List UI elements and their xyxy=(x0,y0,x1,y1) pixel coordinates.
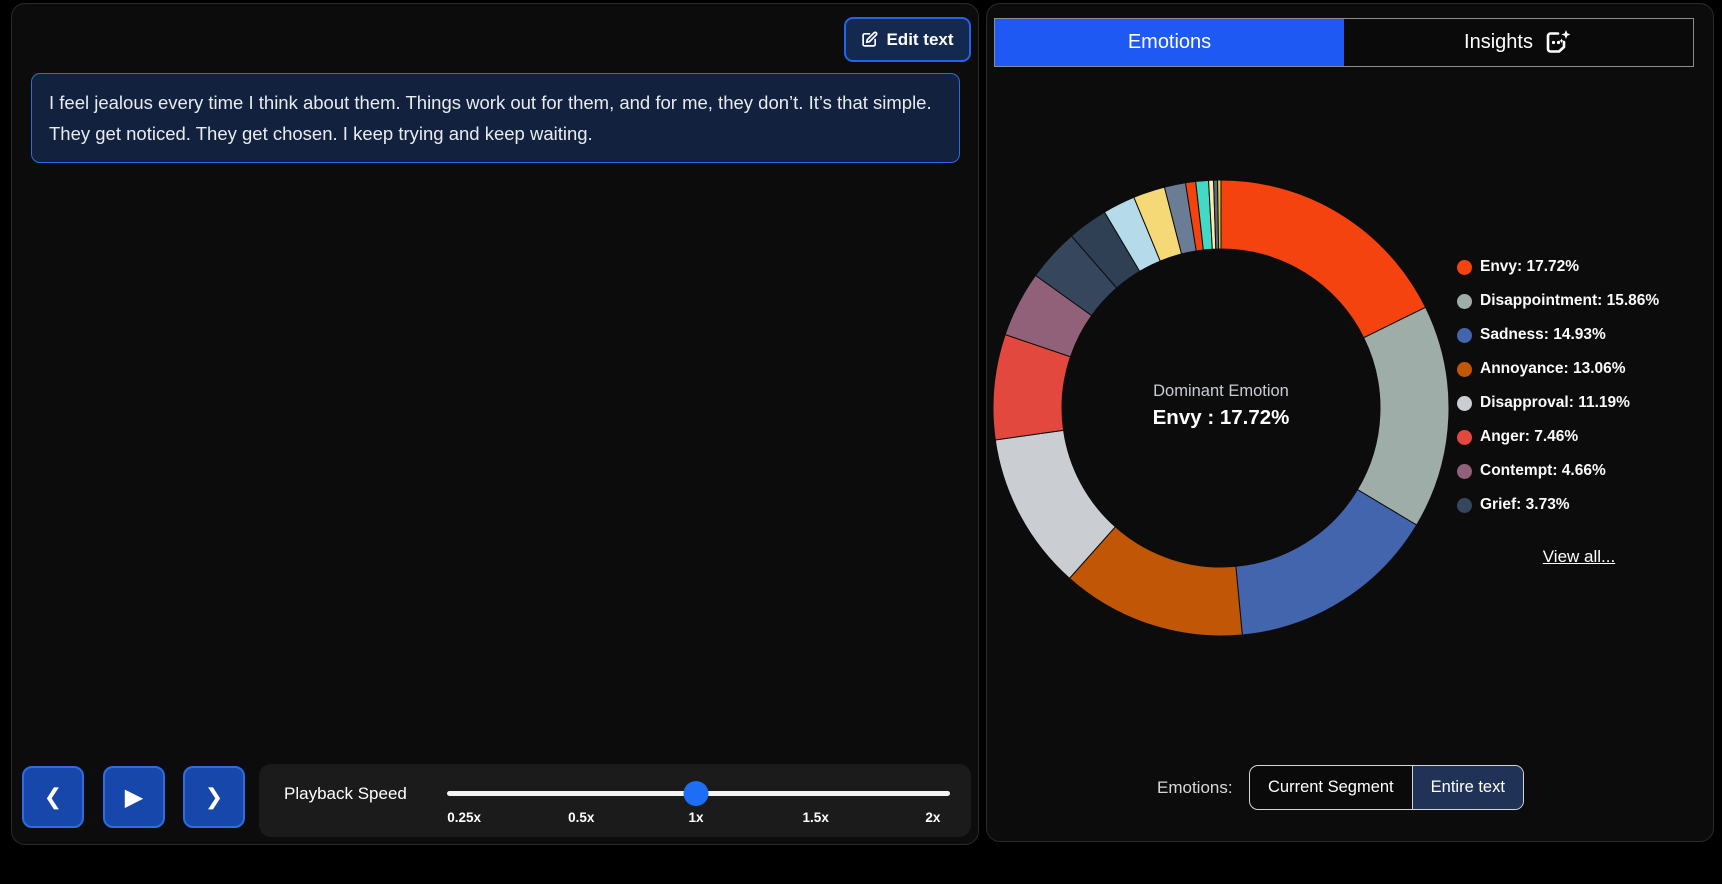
tab-insights-label: Insights xyxy=(1464,31,1533,53)
edit-text-label: Edit text xyxy=(886,29,954,49)
legend-item-grief: Grief: 3.73% xyxy=(1457,488,1659,522)
legend-label: Disapproval: 11.19% xyxy=(1480,394,1630,411)
speed-tick-1.5x[interactable]: 1.5x xyxy=(802,810,829,825)
legend-dot xyxy=(1457,327,1472,343)
tab-insights[interactable]: Insights xyxy=(1344,19,1693,66)
legend-label: Contempt: 4.66% xyxy=(1480,462,1606,479)
analysis-panel: Emotions Insights xyxy=(986,3,1714,842)
tab-emotions-label: Emotions xyxy=(1127,31,1212,53)
next-segment-button[interactable]: ❯ xyxy=(183,766,245,828)
play-button[interactable]: ▶ xyxy=(103,766,165,828)
donut-segment-Disappointment[interactable] xyxy=(1356,306,1450,526)
legend-item-sadness: Sadness: 14.93% xyxy=(1457,318,1659,352)
transcript-panel: Edit text I feel jealous every time I th… xyxy=(11,3,979,845)
edit-pencil-icon xyxy=(861,31,878,48)
view-all-link[interactable]: View all... xyxy=(1542,547,1616,566)
playback-speed-thumb[interactable] xyxy=(683,781,709,806)
playback-speed-label: Playback Speed xyxy=(284,784,407,803)
legend-item-disappointment: Disappointment: 15.86% xyxy=(1457,284,1659,318)
tab-emotions[interactable]: Emotions xyxy=(995,19,1344,66)
playback-speed-slider[interactable] xyxy=(447,781,950,806)
emotions-scope-label: Emotions: xyxy=(1157,778,1233,797)
speed-tick-0.25x[interactable]: 0.25x xyxy=(447,810,481,825)
analysis-tabbar: Emotions Insights xyxy=(994,18,1694,67)
toggle-current-segment[interactable]: Current Segment xyxy=(1250,766,1412,809)
emotion-legend: Envy: 17.72% Disappointment: 15.86% Sadnes… xyxy=(1457,250,1659,522)
legend-dot xyxy=(1457,395,1472,411)
legend-dot xyxy=(1457,429,1472,445)
legend-dot xyxy=(1457,497,1472,513)
legend-label: Anger: 7.46% xyxy=(1480,428,1579,445)
donut-segment-other-9[interactable] xyxy=(1217,179,1222,250)
legend-dot xyxy=(1457,293,1472,309)
edit-text-button[interactable]: Edit text xyxy=(844,17,971,62)
toggle-entire-text[interactable]: Entire text xyxy=(1411,766,1523,809)
speed-tick-1x[interactable]: 1x xyxy=(688,810,704,825)
legend-label: Envy: 17.72% xyxy=(1480,258,1580,275)
legend-item-contempt: Contempt: 4.66% xyxy=(1457,454,1659,488)
insights-sparkle-face-icon xyxy=(1543,28,1573,58)
playback-speed-ticks: 0.25x 0.5x 1x 1.5x 2x xyxy=(447,810,950,828)
emotions-scope-toggle: Current Segment Entire text xyxy=(1249,765,1524,810)
previous-segment-button[interactable]: ❮ xyxy=(22,766,84,828)
legend-item-disapproval: Disapproval: 11.19% xyxy=(1457,386,1659,420)
legend-label: Grief: 3.73% xyxy=(1480,496,1570,513)
chevron-right-icon: ❯ xyxy=(204,784,224,809)
legend-label: Annoyance: 13.06% xyxy=(1480,360,1626,377)
speed-tick-0.5x[interactable]: 0.5x xyxy=(568,810,595,825)
legend-dot xyxy=(1457,361,1472,377)
playback-speed-panel: Playback Speed 0.25x 0.5x 1x 1.5x 2x xyxy=(259,764,971,837)
legend-label: Disappointment: 15.86% xyxy=(1480,292,1660,309)
legend-item-anger: Anger: 7.46% xyxy=(1457,420,1659,454)
chevron-left-icon: ❮ xyxy=(43,784,63,809)
legend-item-annoyance: Annoyance: 13.06% xyxy=(1457,352,1659,386)
legend-item-envy: Envy: 17.72% xyxy=(1457,250,1659,284)
play-icon: ▶ xyxy=(124,783,144,811)
emotion-donut-chart xyxy=(991,178,1451,638)
donut-segment-Envy[interactable] xyxy=(1220,179,1427,339)
legend-dot xyxy=(1457,259,1472,275)
legend-dot xyxy=(1457,463,1472,479)
legend-label: Sadness: 14.93% xyxy=(1480,326,1606,343)
donut-segment-Sadness[interactable] xyxy=(1235,488,1418,636)
current-segment-text[interactable]: I feel jealous every time I think about … xyxy=(31,73,960,163)
speed-tick-2x[interactable]: 2x xyxy=(925,810,941,825)
